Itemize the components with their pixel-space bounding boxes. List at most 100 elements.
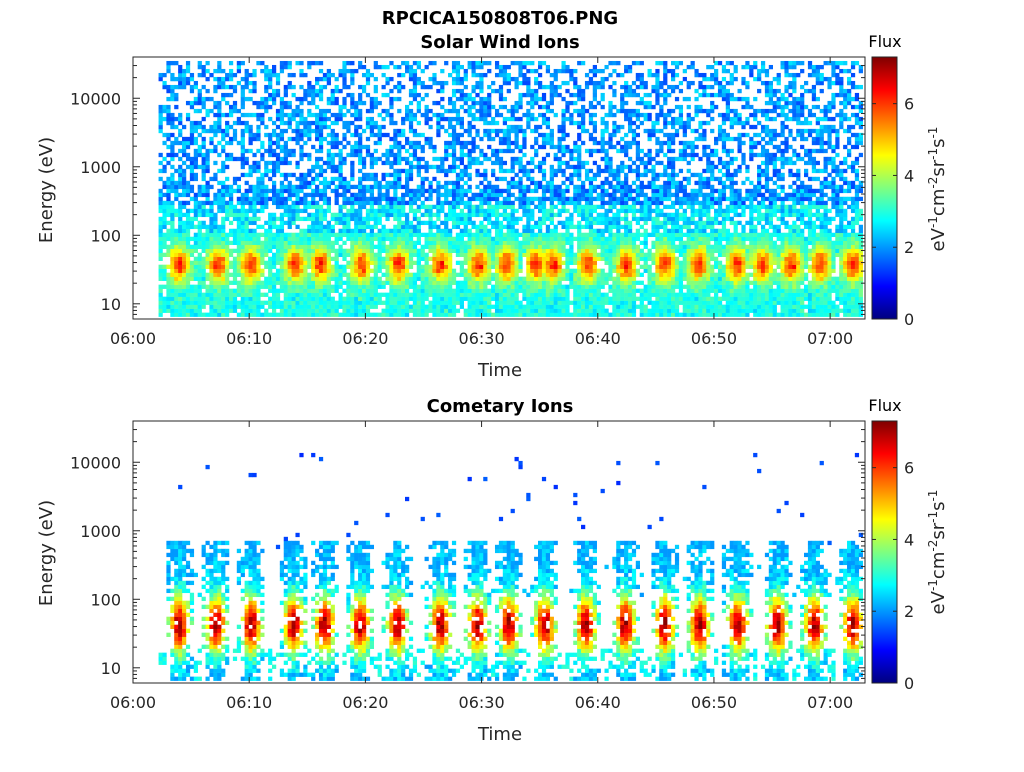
heatmap-cell [471, 68, 476, 74]
heatmap-cell [401, 244, 406, 250]
heatmap-cell [268, 272, 273, 277]
heatmap-cell [201, 164, 206, 170]
heatmap-cell [373, 236, 378, 242]
heatmap-cell [393, 176, 398, 182]
heatmap-cell [295, 296, 300, 301]
heatmap-cell [225, 232, 230, 238]
heatmap-cell [459, 196, 464, 202]
heatmap-cell [494, 296, 500, 301]
heatmap-cell [416, 220, 421, 226]
heatmap-cell [217, 228, 222, 234]
heatmap-cell [225, 92, 230, 98]
heatmap-cell [365, 292, 371, 297]
heatmap-cell [174, 288, 179, 293]
heatmap-cell [256, 232, 261, 238]
heatmap-cell [541, 168, 547, 174]
heatmap-cell [299, 284, 304, 289]
heatmap-cell [526, 76, 531, 82]
heatmap-cell [322, 244, 328, 250]
heatmap-cell [408, 168, 414, 174]
heatmap-cell [592, 296, 597, 301]
heatmap-cell [584, 276, 590, 281]
heatmap-cell [369, 100, 375, 106]
heatmap-cell [303, 232, 308, 238]
heatmap-cell [299, 216, 304, 222]
heatmap-cell [557, 284, 562, 289]
heatmap-cell [459, 120, 464, 126]
heatmap-cell [299, 308, 304, 313]
heatmap-cell [334, 300, 339, 305]
heatmap-cell [549, 216, 554, 222]
heatmap-cell [553, 252, 558, 257]
heatmap-cell [272, 120, 277, 126]
heatmap-cell [166, 176, 171, 182]
heatmap-cell [385, 268, 390, 273]
heatmap-cell [440, 260, 445, 265]
heatmap-cell [534, 280, 539, 285]
heatmap-cell [197, 252, 202, 257]
heatmap-cell [498, 244, 504, 250]
heatmap-cell [279, 212, 285, 218]
heatmap-cell [369, 188, 375, 194]
heatmap-cell [330, 120, 335, 126]
heatmap-cell [236, 288, 242, 293]
heatmap-cell [221, 128, 226, 134]
heatmap-cell [299, 268, 304, 273]
heatmap-cell [240, 156, 245, 162]
heatmap-cell [487, 240, 492, 246]
heatmap-cell [424, 256, 429, 261]
heatmap-cell [330, 92, 335, 98]
heatmap-cell [342, 184, 347, 190]
heatmap-cell [338, 156, 343, 162]
heatmap-cell [256, 264, 261, 269]
heatmap-cell [581, 116, 586, 122]
heatmap-cell [467, 160, 472, 166]
heatmap-cell [381, 108, 386, 114]
heatmap-cell [283, 92, 288, 98]
heatmap-cell [358, 288, 363, 293]
heatmap-cell [209, 208, 214, 214]
heatmap-cell [514, 116, 519, 122]
heatmap-cell [444, 80, 449, 86]
heatmap-cell [506, 132, 511, 138]
heatmap-cell [510, 304, 515, 309]
heatmap-cell [354, 240, 359, 246]
heatmap-cell [225, 100, 230, 106]
heatmap-cell [209, 304, 214, 309]
heatmap-cell [303, 140, 308, 146]
heatmap-cell [158, 312, 163, 317]
heatmap-cell [483, 304, 488, 309]
heatmap-cell [256, 312, 261, 317]
heatmap-cell [573, 236, 578, 242]
heatmap-cell [408, 188, 414, 194]
heatmap-cell [389, 112, 394, 118]
heatmap-cell [577, 260, 582, 265]
heatmap-cell [311, 180, 316, 186]
heatmap-cell [299, 292, 304, 297]
heatmap-cell [584, 236, 590, 242]
heatmap-cell [514, 184, 519, 190]
heatmap-cell [416, 64, 421, 70]
heatmap-cell [475, 108, 480, 114]
heatmap-cell [225, 152, 230, 158]
heatmap-cell [573, 280, 578, 285]
heatmap-cell [412, 92, 418, 98]
heatmap-cell [354, 124, 359, 130]
heatmap-cell [201, 296, 206, 301]
heatmap-cell [166, 248, 171, 253]
heatmap-cell [248, 284, 253, 289]
heatmap-cell [553, 204, 558, 210]
heatmap-cell [315, 208, 320, 214]
heatmap-cell [502, 204, 508, 210]
heatmap-cell [436, 188, 441, 194]
heatmap-cell [463, 252, 468, 257]
heatmap-cell [455, 200, 461, 206]
heatmap-cell [510, 256, 515, 261]
heatmap-cell [256, 180, 261, 186]
heatmap-cell [471, 252, 476, 257]
heatmap-cell [275, 116, 281, 122]
heatmap-cell [307, 124, 312, 130]
heatmap-cell [240, 60, 245, 66]
heatmap-cell [581, 224, 586, 230]
heatmap-cell [232, 280, 238, 285]
